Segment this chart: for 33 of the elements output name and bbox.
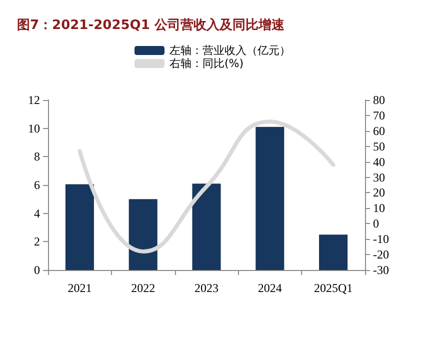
y2-tick-label: -10 [373,232,389,246]
bar [65,184,94,270]
bar [128,199,158,270]
y-tick-label: 2 [34,234,40,249]
x-tick-label: 2022 [131,281,156,295]
y2-tick-label: 50 [373,139,385,154]
y2-tick-label: 10 [373,201,385,216]
y2-tick-label: 20 [373,186,385,200]
y-tick-label: 10 [28,121,40,136]
bar [192,184,221,270]
y-tick-label: 4 [34,206,40,220]
y-tick-label: 0 [34,263,40,277]
y-tick-label: 12 [28,93,40,107]
x-tick-label: 2023 [194,281,218,295]
y2-tick-label: 60 [373,124,385,138]
y2-tick-label: -30 [373,263,389,277]
chart-title: 图7：2021-2025Q1 公司营收入及同比增速 [17,17,286,33]
y-tick-label: 6 [34,178,40,192]
y2-tick-label: 0 [373,216,379,231]
y-tick-label: 8 [34,150,40,164]
x-tick-label: 2024 [258,281,282,295]
bar [319,234,348,270]
legend-label: 左轴：营业收入（亿元） [170,44,290,57]
x-tick-label: 2025Q1 [314,281,353,295]
y2-tick-label: 30 [373,170,385,184]
bar [256,126,284,270]
y2-tick-label: 80 [373,93,385,107]
y2-tick-label: -20 [373,248,389,262]
line-series [78,120,336,254]
x-tick-label: 2021 [68,281,92,295]
y2-tick-label: 70 [373,108,385,122]
y2-tick-label: 40 [373,154,385,169]
legend-label: 右轴：同比(%) [170,57,244,70]
